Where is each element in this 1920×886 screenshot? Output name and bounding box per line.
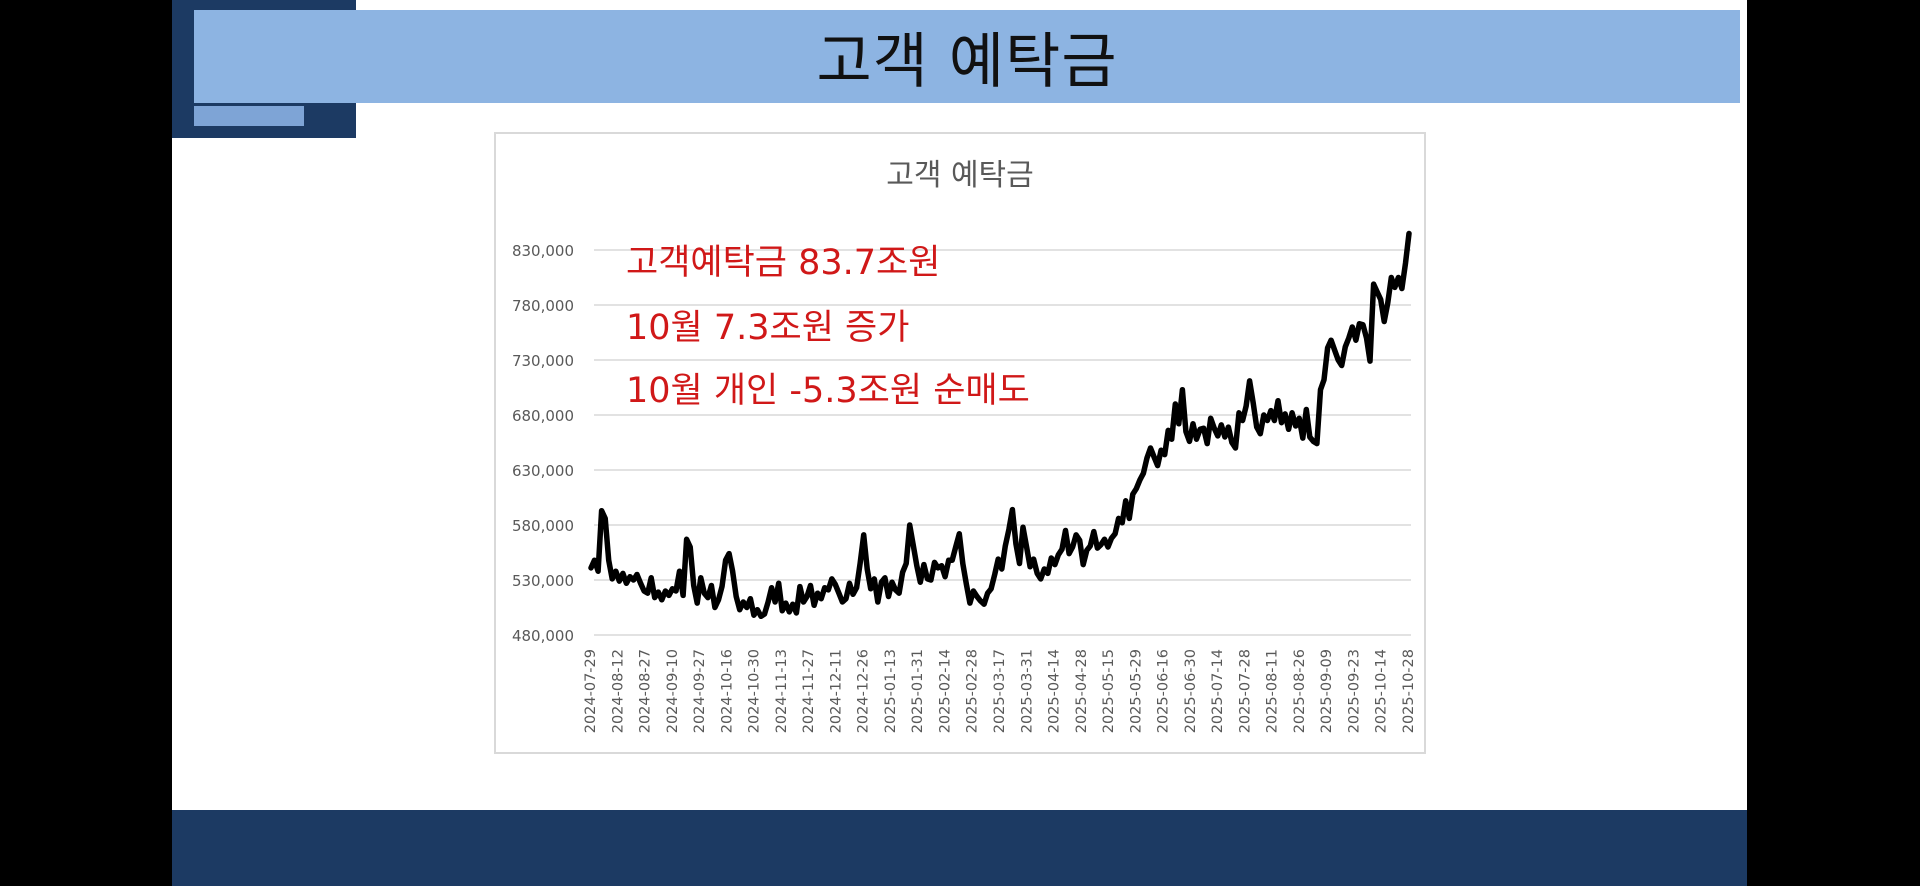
x-tick-label: 2025-02-28 [965, 649, 981, 733]
y-tick-label: 830,000 [512, 242, 574, 260]
x-tick-label: 2024-08-27 [638, 649, 654, 733]
line-chart: 고객 예탁금 480,000 530,000 580,000 630,000 680,00… [512, 158, 1417, 733]
annotation-text: 10월 개인 -5.3조원 순매도 [626, 371, 1030, 411]
x-tick-label: 2024-11-13 [774, 649, 790, 733]
y-tick-label: 680,000 [512, 407, 574, 425]
x-tick-label: 2024-12-26 [856, 649, 872, 733]
x-tick-label: 2025-04-28 [1074, 649, 1090, 733]
x-tick-label: 2025-08-26 [1292, 649, 1308, 733]
x-tick-label: 2024-09-27 [692, 649, 708, 733]
x-tick-label: 2024-10-30 [747, 649, 763, 733]
slide: 고객 예탁금 고객 예탁금 480,000 530,000 580,000 630,00… [172, 0, 1747, 886]
chart-container: 고객 예탁금 480,000 530,000 580,000 630,000 680,00… [494, 132, 1426, 754]
x-tick-label: 2025-05-15 [1101, 649, 1117, 733]
x-tick-label: 2025-03-17 [992, 649, 1008, 733]
y-tick-label: 580,000 [512, 517, 574, 535]
x-tick-label: 2025-10-14 [1374, 649, 1390, 733]
bottom-bar [172, 810, 1747, 886]
x-tick-label: 2025-09-09 [1319, 649, 1335, 733]
x-tick-label: 2025-09-23 [1346, 649, 1362, 733]
x-tick-label: 2025-07-28 [1237, 649, 1253, 733]
y-tick-label: 730,000 [512, 352, 574, 370]
y-tick-label: 530,000 [512, 572, 574, 590]
annotation-text: 10월 7.3조원 증가 [626, 308, 909, 348]
series-line [588, 230, 1412, 620]
x-tick-label: 2024-07-29 [583, 649, 599, 733]
annotation-text: 고객예탁금 83.7조원 [626, 243, 940, 283]
x-tick-label: 2025-08-11 [1265, 649, 1281, 733]
x-tick-label: 2025-05-29 [1128, 649, 1144, 733]
y-tick-label: 630,000 [512, 462, 574, 480]
x-tick-label: 2024-09-10 [665, 649, 681, 733]
corner-accent-light [194, 106, 304, 126]
x-tick-label: 2024-08-12 [610, 649, 626, 733]
slide-title: 고객 예탁금 [816, 27, 1118, 97]
x-tick-label: 2025-06-30 [1183, 649, 1199, 733]
x-tick-label: 2025-04-14 [1047, 649, 1063, 733]
x-tick-label: 2025-01-31 [910, 649, 926, 733]
x-tick-label: 2025-02-14 [937, 649, 953, 733]
x-tick-label: 2025-10-28 [1401, 649, 1417, 733]
x-tick-label: 2025-03-31 [1019, 649, 1035, 733]
chart-title: 고객 예탁금 [886, 158, 1034, 193]
y-tick-label: 480,000 [512, 627, 574, 645]
title-bar: 고객 예탁금 [194, 10, 1740, 103]
x-tick-label: 2024-10-16 [719, 649, 735, 733]
x-tick-label: 2024-11-27 [801, 649, 817, 733]
x-tick-label: 2025-01-13 [883, 649, 899, 733]
x-tick-label: 2025-06-16 [1156, 649, 1172, 733]
x-tick-label: 2024-12-11 [828, 649, 844, 733]
y-tick-label: 780,000 [512, 297, 574, 315]
x-tick-label: 2025-07-14 [1210, 649, 1226, 733]
